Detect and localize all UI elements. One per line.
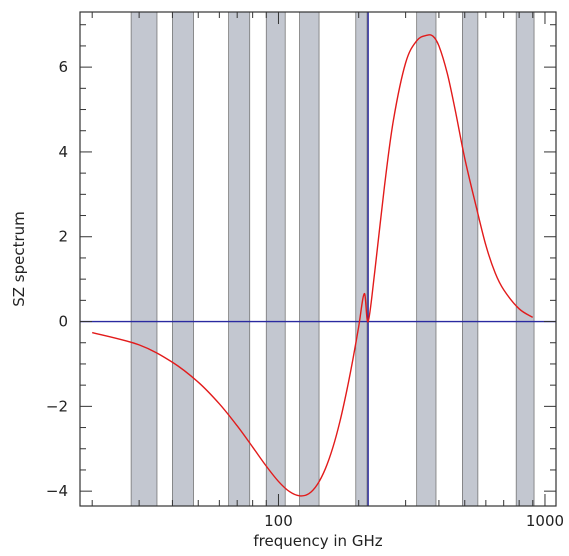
x-ticks: 100 1000 xyxy=(92,12,564,530)
frequency-band-2 xyxy=(172,12,193,506)
frequency-band-4 xyxy=(266,12,285,506)
frequency-band-9 xyxy=(516,12,534,506)
y-tick-label: 2 xyxy=(58,228,68,246)
frequency-band-8 xyxy=(462,12,477,506)
x-axis-title: frequency in GHz xyxy=(253,532,382,550)
y-tick-label: 0 xyxy=(58,313,68,331)
frequency-band-7 xyxy=(417,12,436,506)
frequency-bands xyxy=(131,12,534,506)
frequency-band-1 xyxy=(131,12,157,506)
y-tick-label: 6 xyxy=(58,58,68,76)
frequency-band-6 xyxy=(356,12,367,506)
frequency-band-3 xyxy=(229,12,250,506)
y-axis-title: SZ spectrum xyxy=(10,211,28,307)
y-tick-label: 4 xyxy=(58,143,68,161)
frequency-band-5 xyxy=(300,12,319,506)
x-tick-label: 1000 xyxy=(526,512,564,530)
y-tick-label: −4 xyxy=(46,482,68,500)
x-tick-label: 100 xyxy=(264,512,293,530)
y-tick-label: −2 xyxy=(46,397,68,415)
